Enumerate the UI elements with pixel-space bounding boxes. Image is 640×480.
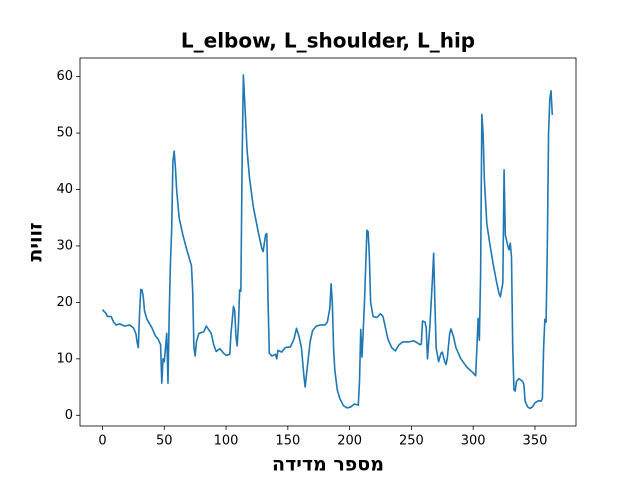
y-tick-label: 60 <box>56 69 73 84</box>
x-tick-label: 0 <box>98 434 106 449</box>
chart-title: L_elbow, L_shoulder, L_hip <box>181 29 475 53</box>
y-tick-label: 20 <box>56 295 73 310</box>
y-tick-label: 0 <box>65 408 73 423</box>
y-tick-label: 50 <box>56 126 73 141</box>
y-tick-label: 30 <box>56 238 73 253</box>
x-tick-label: 350 <box>523 434 548 449</box>
x-tick-label: 300 <box>461 434 486 449</box>
x-tick-label: 200 <box>337 434 362 449</box>
plot-frame <box>79 57 577 427</box>
x-tick-label: 50 <box>156 434 173 449</box>
y-axis-label: זווית <box>25 222 47 261</box>
y-tick-label: 40 <box>56 182 73 197</box>
x-axis-label: מספר מדידה <box>272 454 384 476</box>
x-tick-label: 150 <box>275 434 300 449</box>
data-line <box>101 74 554 410</box>
y-tick-label: 10 <box>56 351 73 366</box>
x-tick-label: 100 <box>214 434 239 449</box>
x-tick-label: 250 <box>399 434 424 449</box>
